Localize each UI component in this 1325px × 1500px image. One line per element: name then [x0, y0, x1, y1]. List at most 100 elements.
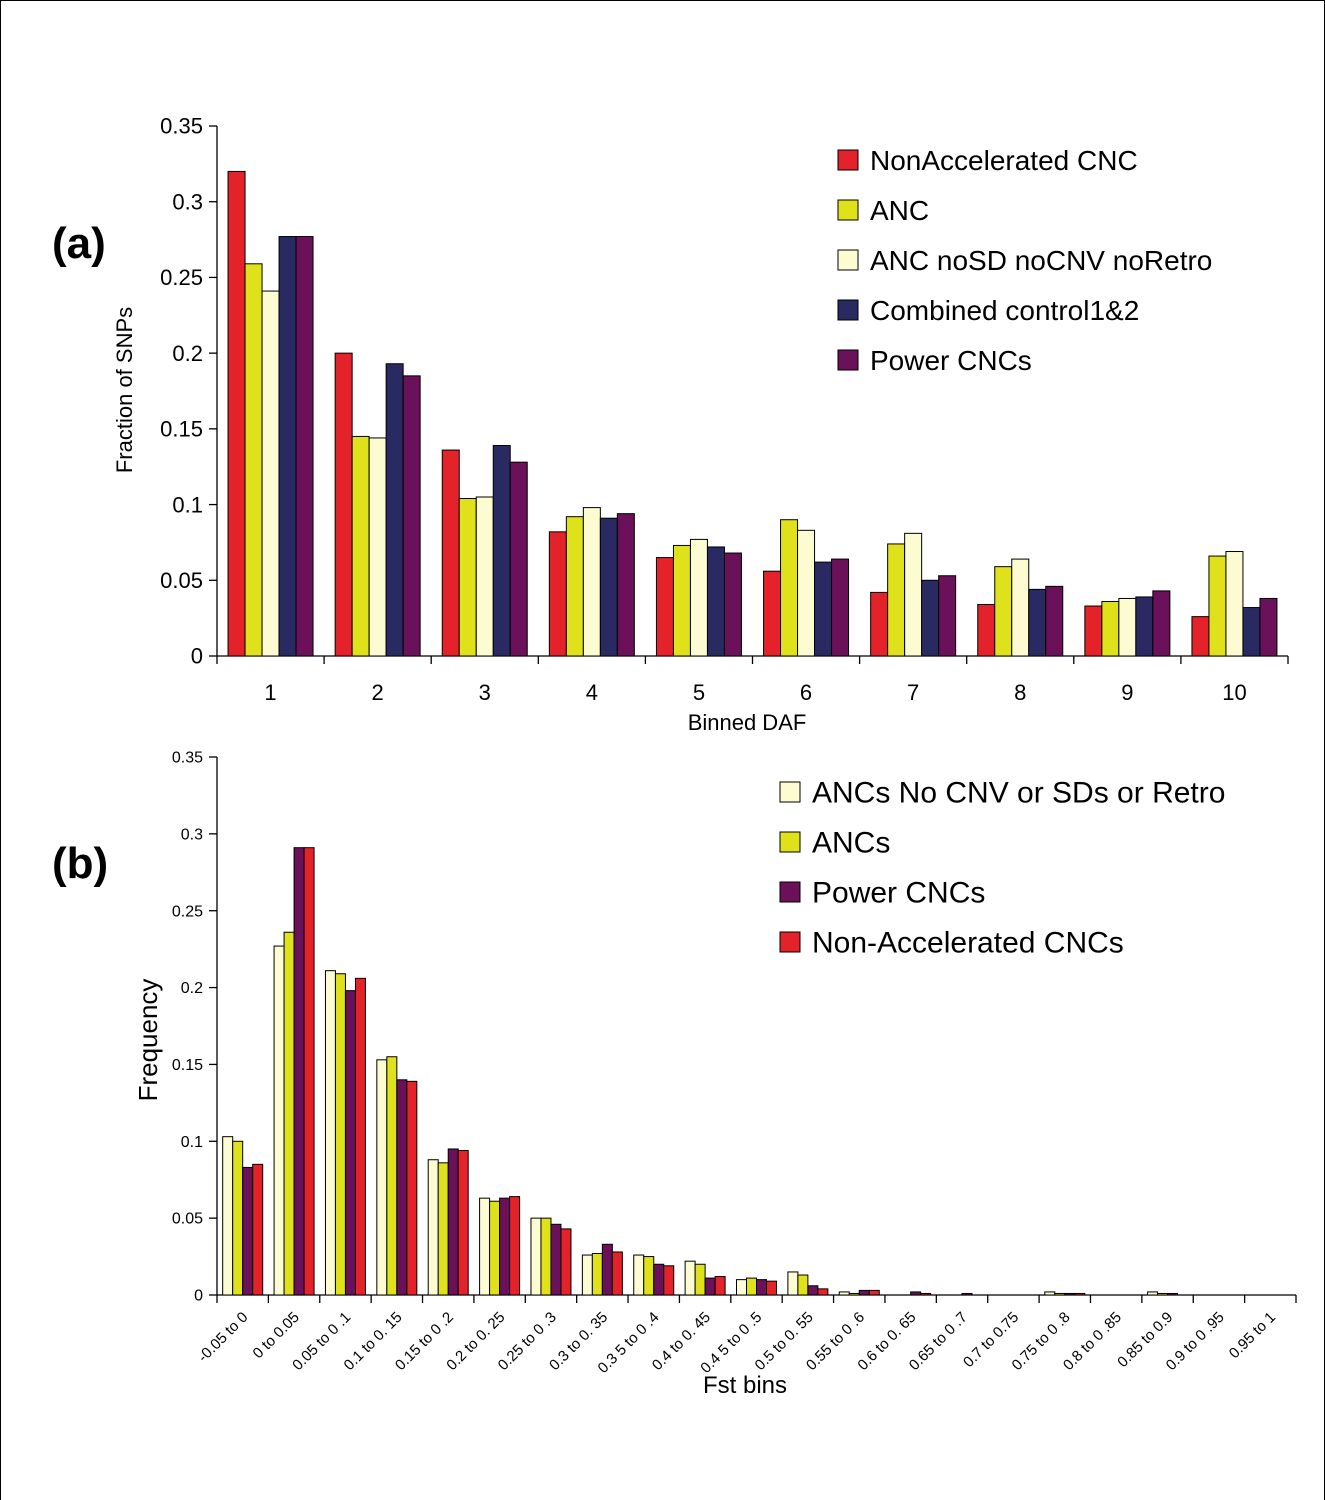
panel-b-bar — [1064, 1292, 1076, 1296]
panel-a-x-axis-title: Binned DAF — [688, 710, 807, 735]
panel-a-x-tick-label: 7 — [907, 680, 919, 705]
panel-a-bar — [509, 461, 528, 657]
panel-a-bar — [1101, 600, 1120, 657]
panel-b-legend-swatch — [779, 781, 801, 803]
panel-a-x-tick-label: 10 — [1222, 680, 1246, 705]
panel-a-bar — [1135, 596, 1154, 657]
panel-b-bar — [344, 990, 356, 1296]
panel-a-legend-swatch — [837, 149, 859, 171]
panel-b-bar — [479, 1197, 491, 1296]
panel-a-bar — [1191, 616, 1210, 657]
panel-a-x-tick-label: 5 — [693, 680, 705, 705]
panel-a-bar — [475, 496, 494, 657]
panel-a-bar — [1152, 590, 1171, 657]
panel-b-bar — [1157, 1292, 1169, 1296]
panel-b-bar — [684, 1260, 696, 1296]
panel-b-bar — [396, 1079, 408, 1296]
panel-b-y-tick-label: 0 — [194, 1288, 203, 1305]
panel-b-bar — [499, 1197, 511, 1296]
panel-b-y-axis-title: Frequency — [133, 979, 163, 1102]
panel-a-y-tick-label: 0.05 — [160, 568, 203, 593]
panel-a-bar — [938, 575, 957, 657]
panel-a-y-tick-label: 0.35 — [160, 114, 203, 139]
panel-a-bar — [797, 529, 816, 657]
panel-b-legend-swatch — [779, 881, 801, 903]
panel-b-bar — [386, 1056, 398, 1296]
panel-b-bar — [334, 973, 346, 1296]
panel-b-bar — [540, 1217, 552, 1296]
panel-a-y-tick-label: 0.15 — [160, 417, 203, 442]
panel-b-bar — [591, 1252, 603, 1296]
panel-a-x-tick-label: 3 — [479, 680, 491, 705]
panel-a-bar — [994, 566, 1013, 657]
panel-b-x-tick-label: -0.05 to 0 — [195, 1309, 252, 1366]
panel-b-legend-swatch — [779, 831, 801, 853]
panel-b-bar — [714, 1276, 726, 1296]
panel-b-bar — [560, 1228, 572, 1296]
panel-a-bar — [689, 538, 708, 657]
panel-a-bar — [334, 352, 353, 657]
panel-b-legend-label: Non-Accelerated CNCs — [812, 927, 1124, 960]
panel-a-bar — [582, 507, 601, 657]
panel-a-bar — [887, 543, 906, 657]
panel-a-legend: NonAccelerated CNC ANC ANC noSD noCNV noRe… — [837, 145, 1212, 376]
panel-b-legend-label: ANCs — [812, 827, 890, 860]
panel-b-bar — [581, 1254, 593, 1296]
panel-a-bar — [368, 437, 387, 657]
panel-b-bar — [376, 1059, 388, 1296]
panel-b-bar — [273, 945, 285, 1296]
panel-a-bar — [1208, 555, 1227, 657]
panel-b-bar — [920, 1292, 932, 1296]
panel-a-legend-swatch — [837, 199, 859, 221]
panel-a-legend-swatch — [837, 299, 859, 321]
panel-b-label: (b) — [52, 839, 108, 888]
panel-a-bar — [672, 544, 691, 657]
panel-b-chart: 0 0.05 0.1 0.15 0.2 0.25 0.3 0.35 -0.05 to 00 to… — [52, 750, 1297, 1399]
panel-a-bar — [1259, 597, 1278, 657]
panel-a-bar — [261, 290, 280, 657]
panel-b-bar — [787, 1271, 799, 1296]
panel-b-bar — [838, 1291, 850, 1296]
panel-a-bar — [763, 570, 782, 657]
panel-a-bar — [492, 445, 511, 657]
panel-b-legend-label: Power CNCs — [812, 877, 985, 910]
panel-b-y-tick-label: 0.2 — [181, 980, 203, 997]
panel-a-bar — [1242, 607, 1261, 657]
panel-a-bar — [458, 498, 477, 657]
panel-a-bar — [227, 170, 246, 657]
panel-a-bar — [780, 519, 799, 657]
panel-a-y-axis-title: Fraction of SNPs — [112, 307, 137, 473]
panel-a-bar — [295, 236, 314, 657]
panel-b-y-tick-label: 0.1 — [181, 1134, 203, 1151]
panel-b-x-tick-label: 0 to 0.05 — [250, 1309, 303, 1362]
panel-a-legend-label: ANC — [870, 195, 929, 226]
panel-a-x-tick-label: 1 — [264, 680, 276, 705]
panel-b-bar — [232, 1140, 244, 1296]
panel-b-bar — [437, 1162, 449, 1296]
panel-b-bar — [736, 1279, 747, 1296]
panel-b-bar — [961, 1292, 973, 1296]
panel-b-bar — [406, 1080, 418, 1296]
panel-a-bar — [1084, 605, 1103, 657]
panel-a-chart: 0 0.05 0.1 0.15 0.2 0.25 0.3 0.35 1 2 3 4 5 6 7 8 9 10 Bin… — [52, 114, 1289, 735]
panel-b-bar — [354, 977, 366, 1296]
panel-b-bar — [1167, 1292, 1179, 1296]
panel-a-legend-label: Power CNCs — [870, 345, 1032, 376]
panel-b-bar — [1054, 1292, 1066, 1296]
panel-a-bar — [977, 604, 996, 657]
panel-a-legend-label: NonAccelerated CNC — [870, 145, 1138, 176]
panel-a-bar — [1028, 588, 1047, 657]
panel-a-legend-swatch — [837, 349, 859, 371]
panel-a-bar — [278, 236, 297, 657]
panel-a-y-tick-label: 0.2 — [172, 341, 203, 366]
panel-a-y-tick-label: 0 — [191, 644, 203, 669]
panel-b-bar — [457, 1150, 469, 1296]
panel-a-bar — [351, 435, 370, 657]
panel-b-bar — [550, 1223, 562, 1296]
panel-b-bar — [868, 1289, 880, 1296]
panel-a-bar — [244, 263, 263, 657]
panel-a-bar — [921, 579, 940, 657]
panel-a-bar — [1011, 558, 1030, 657]
panel-b-bar — [489, 1200, 501, 1296]
panel-b-y-tick-label: 0.25 — [172, 903, 203, 920]
